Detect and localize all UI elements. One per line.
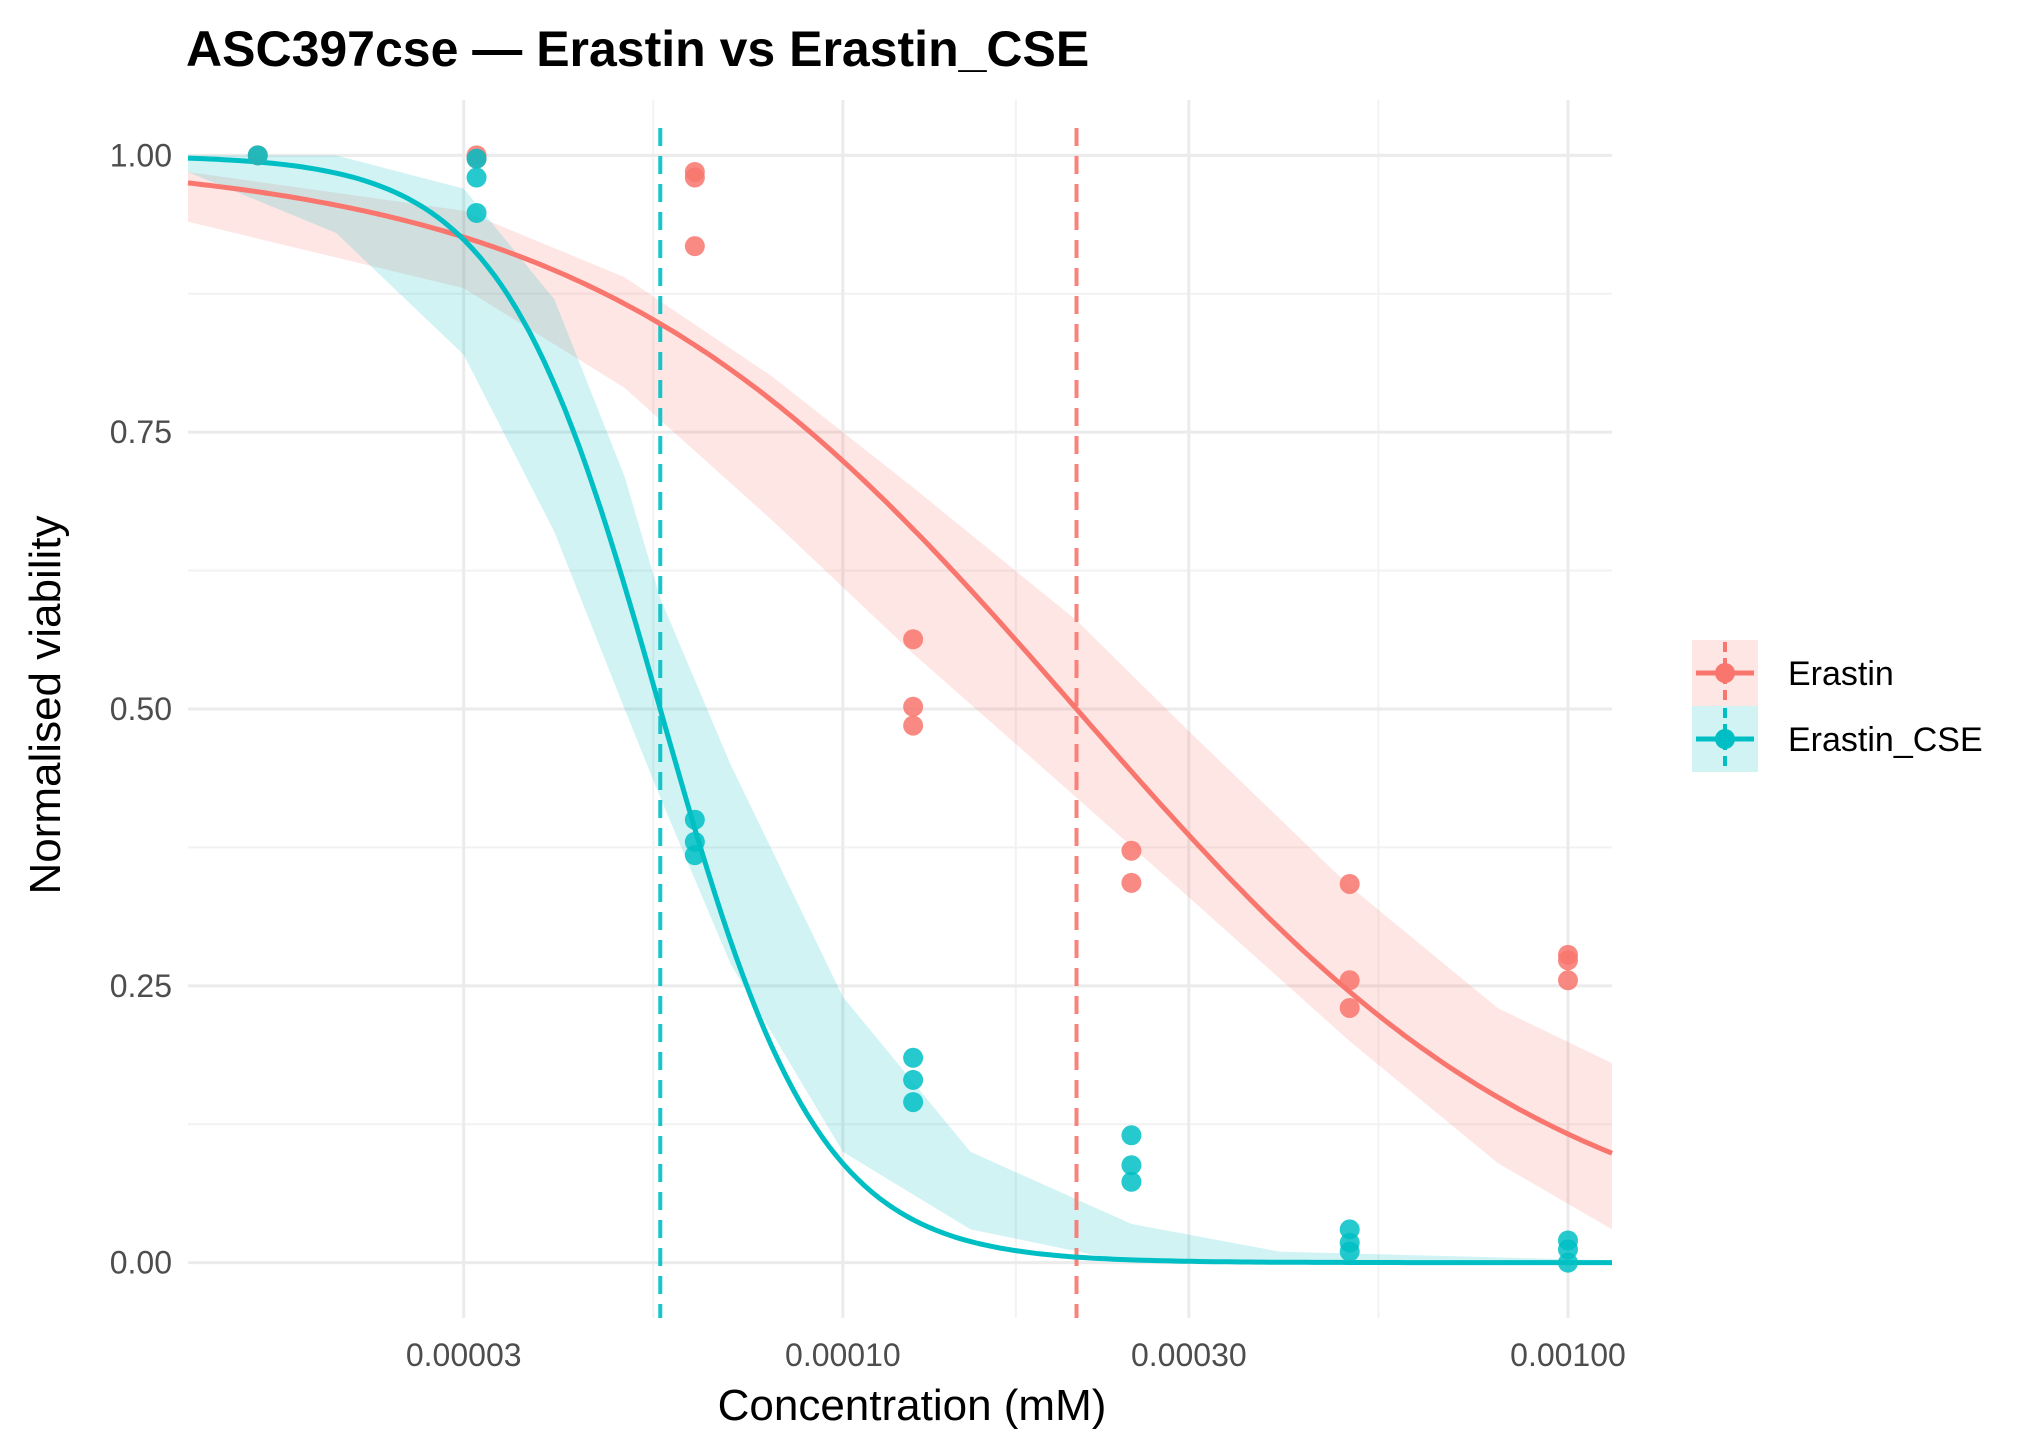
legend-key-point-erastin [1715, 663, 1735, 683]
legend-label-erastin: Erastin [1788, 655, 1894, 693]
fit-curve-erastin [187, 180, 1613, 1156]
y-axis-title: Normalised viability [21, 515, 70, 894]
x-tick-label: 0.00030 [1131, 1337, 1247, 1373]
data-point-erastin [1557, 950, 1578, 971]
data-points [247, 145, 1578, 1273]
x-tick-label: 0.00003 [406, 1337, 522, 1373]
legend-label-erastin_cse: Erastin_CSE [1788, 721, 1983, 759]
data-point-erastin_cse [247, 145, 268, 166]
x-axis-title: Concentration (mM) [718, 1381, 1107, 1430]
data-point-erastin [1339, 970, 1360, 991]
data-point-erastin_cse [466, 148, 487, 169]
x-tick-label: 0.00010 [785, 1337, 901, 1373]
confidence-bands [188, 155, 1612, 1263]
x-axis-ticks: 0.00003 0.00010 0.00030 0.00100 [406, 1337, 1626, 1373]
plot-panel [187, 100, 1613, 1318]
y-tick-label: 0.50 [110, 691, 172, 727]
y-tick-label: 1.00 [110, 137, 172, 173]
data-point-erastin_cse [1339, 1241, 1360, 1262]
data-point-erastin [1121, 840, 1142, 861]
data-point-erastin_cse [1121, 1171, 1142, 1192]
legend-key-point-erastin_cse [1715, 729, 1735, 749]
y-tick-label: 0.00 [110, 1245, 172, 1281]
data-point-erastin_cse [684, 845, 705, 866]
data-point-erastin_cse [903, 1069, 924, 1090]
y-axis-ticks: 0.00 0.25 0.50 0.75 1.00 [110, 137, 172, 1280]
data-point-erastin_cse [1121, 1125, 1142, 1146]
fitted-curves [187, 155, 1613, 1266]
data-point-erastin_cse [903, 1092, 924, 1113]
data-point-erastin [684, 236, 705, 257]
y-tick-label: 0.75 [110, 414, 172, 450]
ci-band-erastin [188, 172, 1612, 1230]
major-gridlines [188, 100, 1612, 1318]
chart-title: ASC397cse — Erastin vs Erastin_CSE [186, 21, 1089, 77]
data-point-erastin [903, 696, 924, 717]
data-point-erastin_cse [466, 167, 487, 188]
data-point-erastin_cse [1121, 1155, 1142, 1176]
data-point-erastin [903, 715, 924, 736]
y-tick-label: 0.25 [110, 968, 172, 1004]
data-point-erastin_cse [684, 809, 705, 830]
data-point-erastin_cse [466, 202, 487, 223]
x-tick-label: 0.00100 [1510, 1337, 1626, 1373]
data-point-erastin [684, 167, 705, 188]
data-point-erastin_cse [1557, 1252, 1578, 1273]
data-point-erastin [1339, 997, 1360, 1018]
data-point-erastin [1121, 872, 1142, 893]
data-point-erastin [903, 629, 924, 650]
ci-band-erastin_cse [188, 155, 1612, 1263]
fit-curve-erastin_cse [187, 155, 1612, 1266]
data-point-erastin [1339, 873, 1360, 894]
data-point-erastin [1557, 970, 1578, 991]
data-point-erastin_cse [903, 1047, 924, 1068]
legend: Erastin Erastin_CSE [1692, 640, 1983, 772]
